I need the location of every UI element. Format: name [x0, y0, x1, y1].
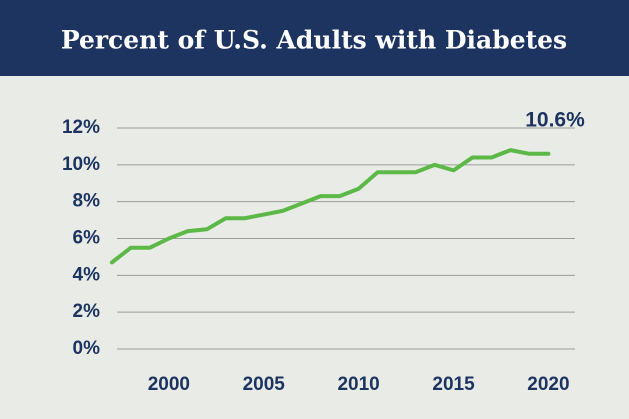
- x-tick-label: 2015: [432, 374, 475, 395]
- x-tick-label: 2000: [148, 374, 190, 395]
- y-tick-label: 0%: [73, 338, 101, 359]
- y-tick-label: 10%: [62, 154, 100, 175]
- y-tick-label: 8%: [73, 191, 101, 212]
- header: [0, 0, 629, 76]
- chart-title: Percent of U.S. Adults with Diabetes: [61, 26, 567, 55]
- y-tick-label: 2%: [73, 301, 101, 322]
- x-tick-label: 2020: [527, 374, 569, 395]
- x-tick-label: 2010: [337, 374, 379, 395]
- x-tick-label: 2005: [243, 374, 286, 395]
- y-tick-label: 12%: [62, 117, 100, 138]
- line: [109, 148, 551, 265]
- annotation: 10.6%: [525, 109, 585, 132]
- y-tick-label: 6%: [73, 228, 101, 249]
- y-tick-label: 4%: [73, 264, 101, 285]
